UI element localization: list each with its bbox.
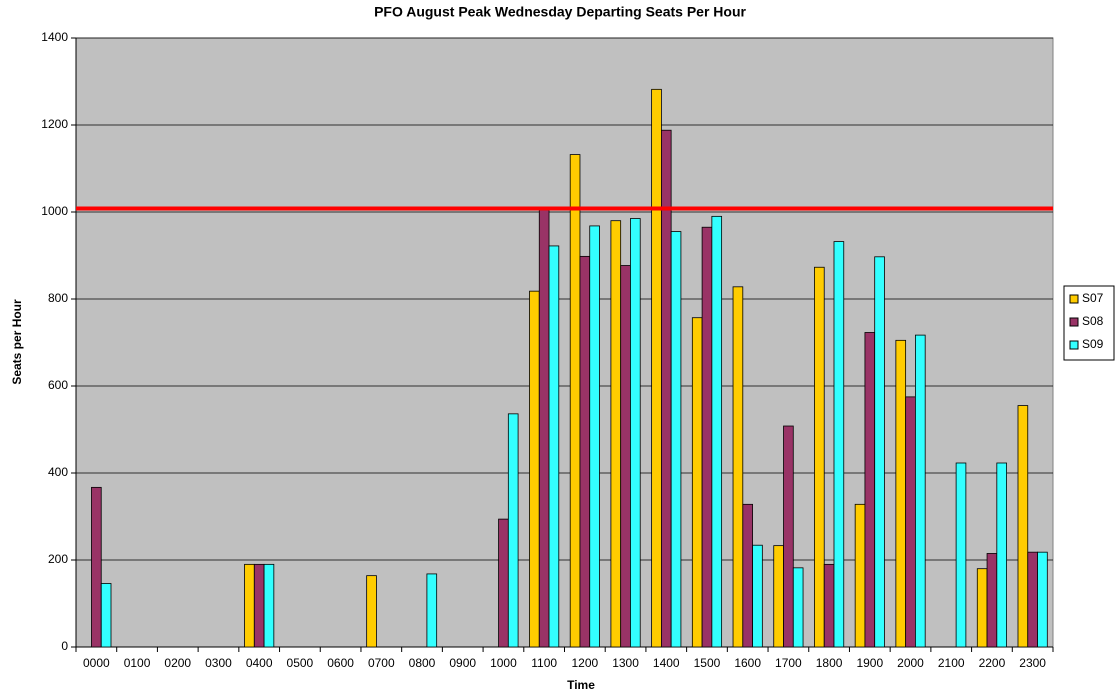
bar [691,317,703,648]
y-tick-label: 1200 [41,117,68,131]
bar [630,218,641,648]
x-tick-label: 2100 [938,656,965,670]
bar [426,573,438,648]
bar [579,255,591,648]
x-tick-label: 1200 [572,656,599,670]
bar [976,568,988,648]
bar [792,567,804,648]
legend-label: S07 [1082,291,1104,305]
bar [915,334,926,648]
y-tick-label: 1400 [41,30,68,44]
bar [701,226,713,648]
bar [1027,551,1038,648]
legend-swatch [1069,294,1079,304]
bar [996,462,1007,648]
x-tick-label: 0800 [409,656,436,670]
y-tick-label: 600 [48,378,68,392]
bar [91,486,102,648]
x-axis-label: Time [567,678,595,692]
x-tick-label: 1300 [612,656,639,670]
bar [711,215,723,648]
bar [244,563,255,648]
bar [905,396,916,648]
bar [263,563,275,648]
x-tick-label: 0100 [124,656,151,670]
x-tick-label: 1000 [490,656,517,670]
bar [100,583,112,648]
legend-swatch [1069,340,1079,350]
x-tick-label: 0600 [327,656,354,670]
y-tick-label: 800 [48,291,68,305]
x-tick-label: 2200 [979,656,1006,670]
legend-label: S09 [1082,337,1104,351]
x-tick-label: 0400 [246,656,273,670]
bar [366,575,377,648]
y-tick-label: 400 [48,465,68,479]
y-tick-label: 1000 [41,204,68,218]
bar [1037,551,1048,648]
bar [498,518,509,648]
bar [253,563,265,648]
y-tick-label: 0 [61,639,68,653]
bar [529,290,540,648]
x-tick-label: 1600 [734,656,761,670]
x-tick-label: 1700 [775,656,802,670]
bar [833,241,845,648]
bar [986,553,998,648]
bar [955,462,967,648]
legend-swatch [1069,317,1079,327]
y-tick-label: 200 [48,552,68,566]
bar [507,413,519,648]
x-tick-label: 1900 [856,656,883,670]
bar [823,563,835,648]
bar [752,544,763,648]
bar [670,231,682,648]
bar [589,225,600,648]
x-tick-label: 1800 [816,656,843,670]
chart-title: PFO August Peak Wednesday Departing Seat… [374,4,746,20]
bar [1017,405,1029,648]
bar [569,154,581,648]
x-tick-label: 1400 [653,656,680,670]
x-tick-label: 1100 [531,656,557,670]
x-tick-label: 2300 [1019,656,1046,670]
bar [538,209,550,648]
bar [742,503,753,648]
bar [814,266,825,648]
legend-label: S08 [1082,314,1104,328]
bar [783,425,794,648]
x-tick-label: 0700 [368,656,395,670]
bar [895,339,907,648]
bar [732,286,744,648]
x-tick-label: 0900 [449,656,476,670]
bar [548,245,560,648]
bar [854,503,866,648]
bar [864,332,876,648]
bar [610,220,622,648]
plot-area [75,37,1054,648]
x-tick-label: 2000 [897,656,924,670]
x-tick-label: 0300 [205,656,232,670]
x-tick-label: 0000 [83,656,110,670]
x-tick-label: 1500 [694,656,721,670]
bar [651,88,662,648]
x-tick-label: 0200 [164,656,191,670]
bar [874,256,885,648]
bar [620,265,631,648]
bar [773,545,784,648]
x-tick-label: 0500 [287,656,314,670]
y-axis-label: Seats per Hour [10,299,24,385]
